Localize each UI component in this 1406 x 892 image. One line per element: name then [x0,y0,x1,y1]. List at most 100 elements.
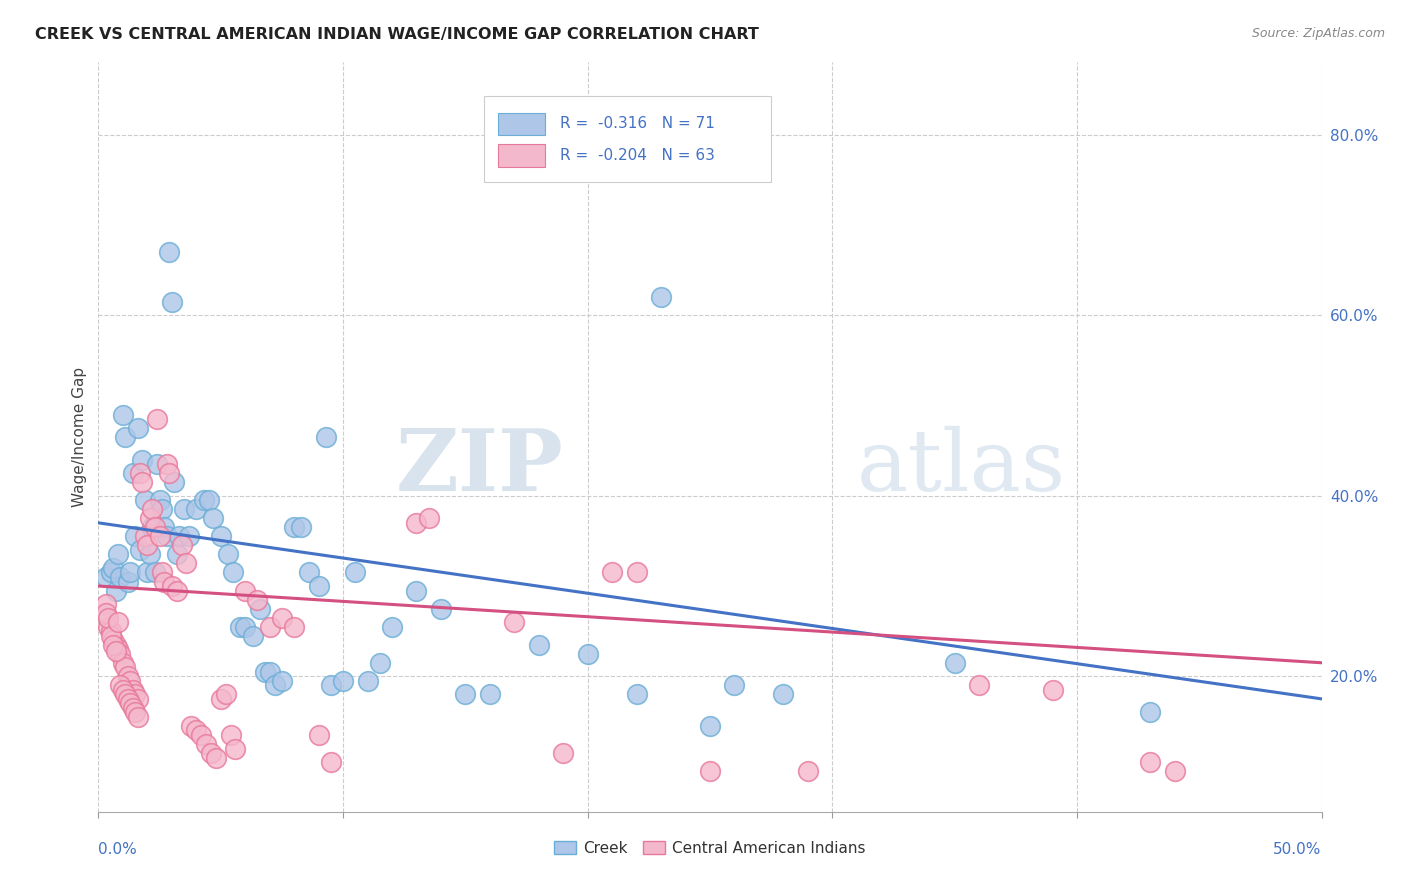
Point [150,566,173,580]
Point [344,566,367,580]
Point [104,644,127,658]
Point [478,687,501,701]
Point [163,475,186,490]
Point [100,629,122,643]
Point [263,678,285,692]
Point [136,538,159,552]
Point [1164,764,1187,778]
Point [259,620,281,634]
Point [177,529,200,543]
Point [222,566,245,580]
Point [160,579,183,593]
Point [723,678,745,692]
Point [217,548,239,562]
Point [100,566,122,580]
Text: 50.0%: 50.0% [1274,842,1322,857]
Point [197,493,219,508]
Point [166,548,188,562]
Point [186,723,208,738]
Point [149,529,172,543]
Point [332,673,354,688]
Text: CREEK VS CENTRAL AMERICAN INDIAN WAGE/INCOME GAP CORRELATION CHART: CREEK VS CENTRAL AMERICAN INDIAN WAGE/IN… [35,27,759,42]
Point [124,529,146,543]
Point [405,516,427,530]
Point [111,408,134,422]
Point [626,687,648,701]
Point [131,475,153,490]
Point [149,493,172,508]
Point [190,728,212,742]
Point [110,647,132,661]
Point [141,502,163,516]
Point [114,430,136,444]
Point [146,412,169,426]
Point [129,543,152,558]
Point [503,615,526,629]
FancyBboxPatch shape [484,96,772,182]
Point [153,574,176,589]
Point [143,520,166,534]
Point [129,466,152,480]
Point [224,741,246,756]
Point [699,764,721,778]
Point [157,466,180,480]
Point [170,538,193,552]
Point [120,697,142,711]
Point [156,529,179,543]
Point [121,466,143,480]
Point [430,601,453,615]
Point [253,665,276,679]
Point [114,687,136,701]
Point [553,746,575,760]
Text: R =  -0.316   N = 71: R = -0.316 N = 71 [560,116,714,131]
Point [136,566,159,580]
Text: R =  -0.204   N = 63: R = -0.204 N = 63 [560,148,714,163]
Point [139,548,162,562]
Point [101,633,124,648]
Point [1042,682,1064,697]
Point [94,570,117,584]
Point [283,520,305,534]
Point [101,561,124,575]
Point [120,566,142,580]
Point [229,620,252,634]
Point [127,421,149,435]
Point [134,493,156,508]
Point [111,656,134,670]
Point [107,615,129,629]
Point [214,687,236,701]
Point [143,566,166,580]
Point [94,606,117,620]
Point [110,678,132,692]
Point [249,601,271,615]
Point [139,511,162,525]
Point [270,673,294,688]
Point [405,583,427,598]
Point [117,691,139,706]
Point [121,701,143,715]
Point [117,574,139,589]
Point [356,673,378,688]
Point [160,294,183,309]
Point [308,579,330,593]
FancyBboxPatch shape [498,112,546,135]
Point [298,566,321,580]
Point [454,687,477,701]
Point [141,520,163,534]
Point [167,529,190,543]
Point [180,719,202,733]
Point [219,728,242,742]
Point [111,682,134,697]
Text: atlas: atlas [856,425,1066,508]
Point [1139,706,1161,720]
Point [600,566,623,580]
Point [166,583,188,598]
Point [418,511,440,525]
Point [107,642,129,657]
Point [94,597,117,611]
Point [193,493,215,508]
Point [195,737,218,751]
Point [576,647,599,661]
Point [107,548,129,562]
Point [127,710,149,724]
